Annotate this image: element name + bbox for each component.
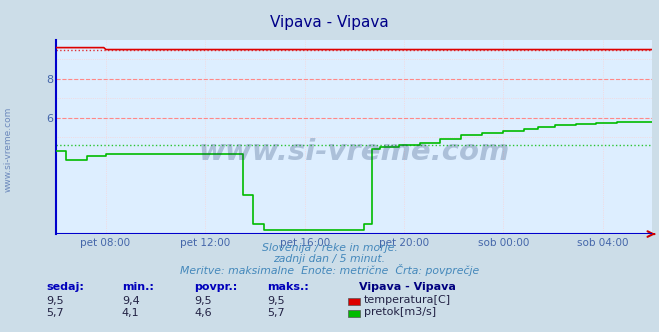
Text: Vipava - Vipava: Vipava - Vipava xyxy=(270,15,389,30)
Text: temperatura[C]: temperatura[C] xyxy=(364,295,451,305)
Text: 9,5: 9,5 xyxy=(267,296,285,306)
Text: pretok[m3/s]: pretok[m3/s] xyxy=(364,307,436,317)
Text: povpr.:: povpr.: xyxy=(194,283,238,292)
Text: maks.:: maks.: xyxy=(267,283,308,292)
Text: 5,7: 5,7 xyxy=(46,308,64,318)
Text: sedaj:: sedaj: xyxy=(46,283,84,292)
Text: zadnji dan / 5 minut.: zadnji dan / 5 minut. xyxy=(273,254,386,264)
Text: 9,4: 9,4 xyxy=(122,296,140,306)
Text: Meritve: maksimalne  Enote: metrične  Črta: povprečje: Meritve: maksimalne Enote: metrične Črta… xyxy=(180,264,479,276)
Text: 4,6: 4,6 xyxy=(194,308,212,318)
Text: 4,1: 4,1 xyxy=(122,308,140,318)
Text: 9,5: 9,5 xyxy=(194,296,212,306)
Text: www.si-vreme.com: www.si-vreme.com xyxy=(3,107,13,192)
Text: Slovenija / reke in morje.: Slovenija / reke in morje. xyxy=(262,243,397,253)
Text: Vipava - Vipava: Vipava - Vipava xyxy=(359,283,456,292)
Text: www.si-vreme.com: www.si-vreme.com xyxy=(198,138,510,166)
Text: 9,5: 9,5 xyxy=(46,296,64,306)
Text: 5,7: 5,7 xyxy=(267,308,285,318)
Text: min.:: min.: xyxy=(122,283,154,292)
